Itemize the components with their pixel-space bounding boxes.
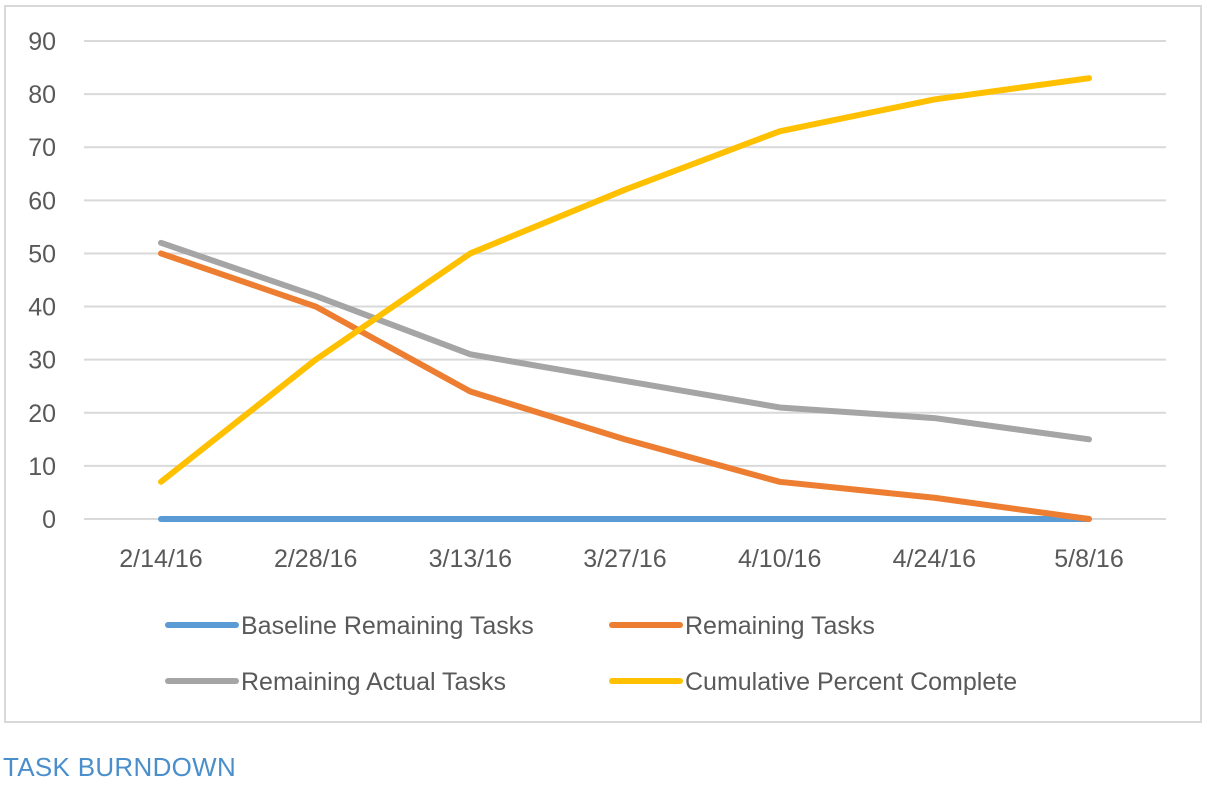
y-tick-label: 60 [28,187,56,215]
x-axis-ticks: 2/14/16 2/28/16 3/13/16 3/27/16 4/10/16 4/24/… [119,545,1123,573]
y-axis-ticks: 0 10 20 30 40 50 60 70 80 90 [28,28,56,534]
chart-caption: TASK BURNDOWN [3,752,237,782]
y-tick-label: 80 [28,81,56,109]
series-line-2 [158,250,1092,522]
y-tick-label: 0 [42,506,56,534]
x-tick-label: 3/27/16 [583,545,666,573]
y-tick-label: 30 [28,347,56,375]
burndown-chart: 0 10 20 30 40 50 60 70 80 90 2/14/16 2/28/16 3/13/1… [28,28,1166,696]
legend: Baseline Remaining Tasks Remaining Tasks R… [165,612,1017,696]
x-tick-label: 2/14/16 [119,545,202,573]
series-line-3 [158,239,1092,443]
legend-label: Remaining Tasks [685,612,875,640]
x-tick-label: 2/28/16 [274,545,357,573]
x-tick-label: 5/8/16 [1054,545,1124,573]
y-tick-label: 50 [28,240,56,268]
legend-label: Baseline Remaining Tasks [241,612,534,640]
y-tick-label: 20 [28,400,56,428]
y-tick-label: 90 [28,28,56,56]
chart-frame [4,5,1202,723]
x-tick-label: 3/13/16 [429,545,512,573]
y-tick-label: 40 [28,294,56,322]
y-tick-label: 70 [28,134,56,162]
x-tick-label: 4/24/16 [893,545,976,573]
legend-label: Remaining Actual Tasks [241,668,506,696]
series-line-4 [158,75,1092,485]
legend-label: Cumulative Percent Complete [685,668,1017,696]
x-tick-label: 4/10/16 [738,545,821,573]
series-lines [158,75,1092,522]
y-tick-label: 10 [28,453,56,481]
